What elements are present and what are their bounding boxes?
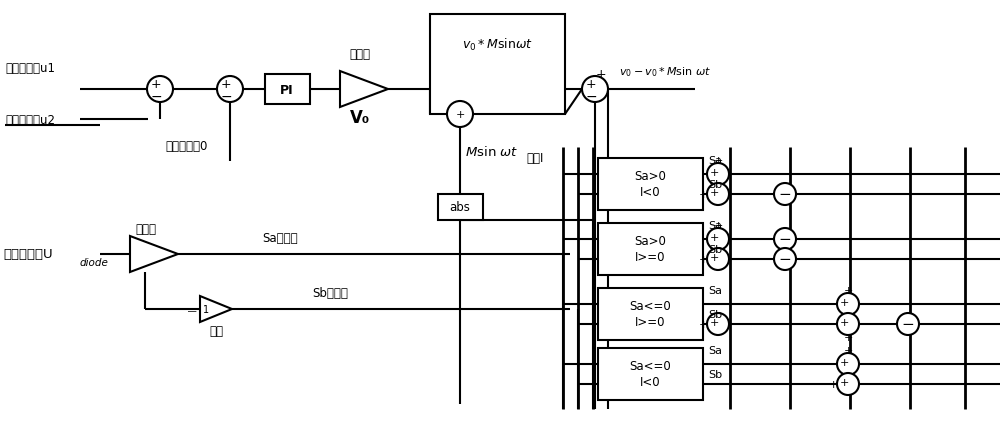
Text: −: − [902, 317, 914, 332]
Text: +: + [455, 110, 465, 120]
Text: $v_0 - v_0 * M\mathrm{sin}\ \omega t$: $v_0 - v_0 * M\mathrm{sin}\ \omega t$ [619, 65, 711, 79]
Text: +: + [698, 254, 708, 265]
Text: I>=0: I>=0 [635, 251, 665, 264]
Text: 归一化: 归一化 [350, 49, 370, 61]
Bar [438, 195, 483, 221]
Circle shape [837, 313, 859, 335]
Text: Sa<=0: Sa<=0 [629, 360, 671, 373]
Text: −: − [779, 187, 791, 202]
Text: −: − [779, 232, 791, 247]
Text: +: + [709, 233, 719, 242]
Text: Sa: Sa [708, 285, 722, 295]
Polygon shape [200, 296, 232, 322]
Text: −: − [150, 90, 162, 104]
Circle shape [774, 228, 796, 250]
Text: 总的调制波U: 总的调制波U [3, 248, 53, 261]
Text: I<0: I<0 [640, 376, 660, 389]
Text: V₀: V₀ [350, 109, 370, 127]
Text: +: + [843, 345, 853, 355]
Bar [598, 348, 703, 400]
Circle shape [707, 248, 729, 271]
Text: Sa>0: Sa>0 [634, 235, 666, 248]
Text: +: + [709, 317, 719, 327]
Text: +: + [586, 78, 596, 91]
Text: +: + [709, 167, 719, 178]
Bar [598, 288, 703, 340]
Text: +: + [709, 187, 719, 198]
Bar [265, 75, 310, 105]
Text: +: + [839, 297, 849, 307]
Text: Sb: Sb [708, 309, 722, 319]
Circle shape [707, 184, 729, 205]
Text: Sb: Sb [708, 180, 722, 190]
Text: Sa<=0: Sa<=0 [629, 300, 671, 313]
Bar [430, 15, 565, 115]
Text: 直流侧电压u1: 直流侧电压u1 [5, 61, 55, 74]
Text: +: + [839, 377, 849, 387]
Circle shape [582, 77, 608, 103]
Circle shape [147, 77, 173, 103]
Text: diode: diode [80, 257, 109, 268]
Text: 直流侧中压u2: 直流侧中压u2 [5, 113, 55, 126]
Text: −: − [779, 252, 791, 267]
Text: abs: abs [450, 201, 470, 214]
Text: I>=0: I>=0 [635, 316, 665, 329]
Text: +: + [839, 357, 849, 367]
Circle shape [774, 248, 796, 271]
Text: Sa调制波: Sa调制波 [262, 231, 298, 245]
Circle shape [707, 228, 729, 250]
Text: +: + [698, 190, 708, 199]
Polygon shape [340, 72, 388, 108]
Text: Sb调制波: Sb调制波 [312, 286, 348, 299]
Text: $v_0 * M\mathrm{sin}\omega t$: $v_0 * M\mathrm{sin}\omega t$ [462, 37, 532, 53]
Text: 给定偏差倂0: 给定偏差倂0 [165, 140, 207, 153]
Text: 取反: 取反 [209, 325, 223, 338]
Text: +: + [839, 317, 849, 327]
Text: $M\mathrm{sin}\ \omega t$: $M\mathrm{sin}\ \omega t$ [465, 145, 518, 158]
Text: Sa: Sa [708, 345, 722, 355]
Bar [598, 158, 703, 210]
Circle shape [897, 313, 919, 335]
Text: +: + [713, 155, 723, 166]
Text: +: + [596, 67, 606, 81]
Circle shape [837, 294, 859, 315]
Circle shape [707, 164, 729, 186]
Text: 电流I: 电流I [526, 152, 544, 164]
Text: +: + [843, 285, 853, 295]
Circle shape [837, 373, 859, 395]
Text: −: − [220, 90, 232, 104]
Text: 归一化: 归一化 [136, 223, 156, 236]
Bar [598, 224, 703, 275]
Text: +: + [828, 379, 838, 389]
Text: +: + [221, 78, 231, 91]
Text: +: + [713, 221, 723, 230]
Text: +: + [709, 253, 719, 262]
Text: Sa: Sa [708, 221, 722, 230]
Text: +: + [843, 332, 853, 342]
Text: I<0: I<0 [640, 186, 660, 199]
Text: +: + [151, 78, 161, 91]
Text: Sa>0: Sa>0 [634, 170, 666, 183]
Circle shape [774, 184, 796, 205]
Text: ―: ― [188, 307, 196, 316]
Text: 1: 1 [203, 304, 209, 314]
Text: Sb: Sb [708, 245, 722, 254]
Circle shape [447, 102, 473, 128]
Circle shape [217, 77, 243, 103]
Circle shape [837, 353, 859, 375]
Text: Sa: Sa [708, 155, 722, 166]
Polygon shape [130, 236, 178, 272]
Text: Sb: Sb [708, 369, 722, 379]
Text: +: + [698, 319, 708, 329]
Circle shape [707, 313, 729, 335]
Text: −: − [585, 90, 597, 104]
Text: PI: PI [280, 83, 294, 96]
